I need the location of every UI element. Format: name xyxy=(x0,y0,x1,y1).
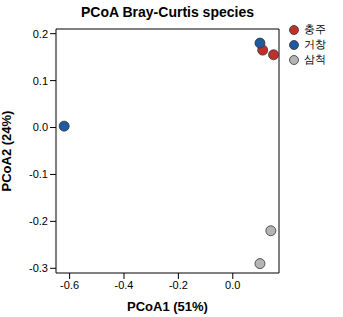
svg-text:-0.2: -0.2 xyxy=(169,279,188,291)
html-text:PCoA Bray-Curtis species: PCoA Bray-Curtis species xyxy=(81,4,254,20)
svg-text:-0.1: -0.1 xyxy=(29,168,48,180)
html-text:충주: 충주 xyxy=(304,23,326,35)
svg-text:-0.4: -0.4 xyxy=(115,279,134,291)
html-text:거창: 거창 xyxy=(304,38,326,50)
svg-text:0.0: 0.0 xyxy=(225,279,240,291)
svg-text:0.2: 0.2 xyxy=(33,28,48,40)
svg-text:0.0: 0.0 xyxy=(33,121,48,133)
svg-text:-0.3: -0.3 xyxy=(29,262,48,274)
svg-text:PCoA2 (24%): PCoA2 (24%) xyxy=(8,111,14,192)
svg-text:0.1: 0.1 xyxy=(33,75,48,87)
svg-text:-0.6: -0.6 xyxy=(60,279,79,291)
svg-text:PCoA1 (51%): PCoA1 (51%) xyxy=(127,299,208,314)
html-text:삼척: 삼척 xyxy=(304,53,326,65)
svg-text:-0.2: -0.2 xyxy=(29,215,48,227)
